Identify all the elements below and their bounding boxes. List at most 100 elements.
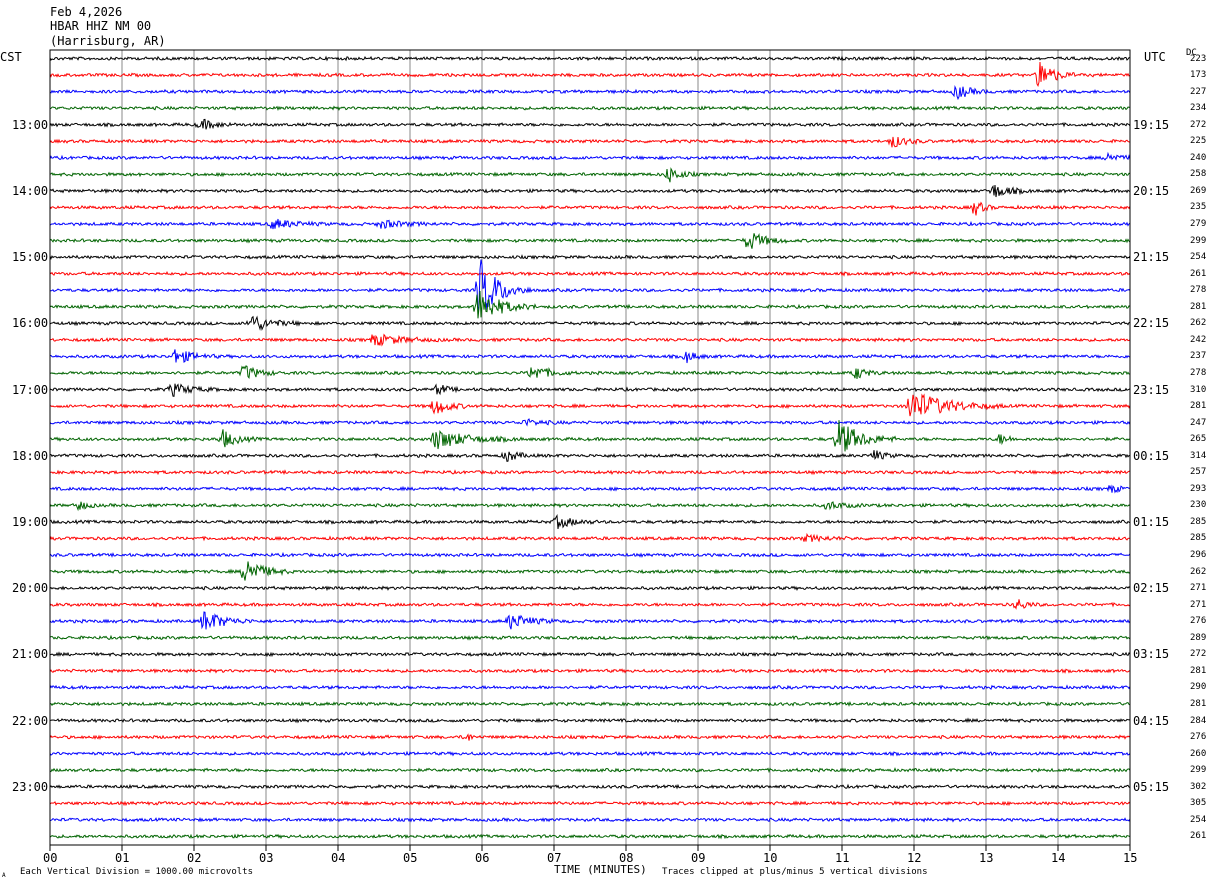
right-time-label: 20:15 <box>1133 183 1170 198</box>
trace-row-13 <box>49 270 1131 277</box>
right-time-label: 00:15 <box>1133 448 1170 463</box>
dc-offset-value: 269 <box>1190 185 1207 196</box>
x-tick-label: 10 <box>763 851 778 865</box>
x-tick-label: 03 <box>259 851 274 865</box>
dc-header-label: DC <box>1186 48 1197 58</box>
dc-offset-value: 225 <box>1190 136 1207 147</box>
plot-frame <box>49 49 1131 846</box>
left-time-label: 14:00 <box>12 183 49 198</box>
time-gridlines <box>49 50 1131 845</box>
scale-note: Each Vertical Division = 1000.00 microvo… <box>20 867 253 877</box>
dc-offset-value: 281 <box>1190 401 1207 412</box>
trace-row-10 <box>49 218 1131 230</box>
trace-row-47 <box>49 833 1131 840</box>
x-tick-label: 06 <box>475 851 490 865</box>
dc-offset-value: 305 <box>1190 798 1207 809</box>
dc-offset-value: 281 <box>1190 301 1207 312</box>
dc-offset-value: 278 <box>1190 285 1207 296</box>
x-tick-label: 04 <box>331 851 346 865</box>
dc-offset-value: 240 <box>1190 152 1207 163</box>
trace-row-18 <box>50 349 1131 364</box>
trace-row-32 <box>49 585 1131 592</box>
trace-row-21 <box>49 393 1131 417</box>
trace-row-20 <box>49 383 1131 397</box>
trace-row-9 <box>49 201 1131 216</box>
trace-row-30 <box>49 551 1131 558</box>
trace-row-35 <box>49 634 1131 641</box>
x-axis-title: TIME (MINUTES) <box>554 863 647 876</box>
right-timezone-label: UTC <box>1144 50 1166 64</box>
x-tick-label: 05 <box>403 851 418 865</box>
trace-row-24 <box>49 450 1131 463</box>
dc-offset-value: 237 <box>1190 351 1207 362</box>
trace-row-23 <box>49 420 1131 452</box>
x-tick-label: 07 <box>547 851 562 865</box>
trace-row-36 <box>49 651 1131 658</box>
dc-offset-value: 299 <box>1190 235 1207 246</box>
dc-offset-value: 265 <box>1190 434 1207 445</box>
trace-row-29 <box>49 532 1130 543</box>
dc-offset-value: 296 <box>1190 550 1207 560</box>
x-axis-ticks <box>49 845 1131 851</box>
trace-row-19 <box>49 365 1130 380</box>
trace-row-15 <box>49 290 1131 319</box>
trace-row-28 <box>49 513 1131 529</box>
dc-offset-value: 276 <box>1190 616 1207 627</box>
trace-row-8 <box>49 184 1131 198</box>
dc-offset-value: 235 <box>1190 202 1207 213</box>
dc-offset-value: 234 <box>1190 103 1207 114</box>
clip-note: Traces clipped at plus/minus 5 vertical … <box>662 867 928 877</box>
dc-offset-value: 257 <box>1190 467 1207 478</box>
dc-offset-value: 272 <box>1190 649 1207 660</box>
dc-offset-value: 173 <box>1190 70 1207 81</box>
trace-row-45 <box>49 800 1131 807</box>
trace-row-34 <box>49 611 1131 630</box>
dc-offset-value: 254 <box>1190 252 1207 263</box>
dc-offset-value: 302 <box>1190 781 1207 792</box>
dc-offset-value: 290 <box>1190 682 1207 693</box>
dc-offset-value: 260 <box>1190 748 1207 759</box>
left-time-label: 19:00 <box>12 514 49 529</box>
dc-offset-value: 314 <box>1190 450 1207 461</box>
dc-offset-value: 258 <box>1190 169 1207 180</box>
trace-row-44 <box>49 783 1131 790</box>
dc-offset-value: 262 <box>1190 566 1207 577</box>
dc-offset-value: 276 <box>1190 732 1207 743</box>
left-time-label: 16:00 <box>12 316 49 331</box>
dc-offset-value: 223 <box>1190 53 1207 64</box>
trace-row-1 <box>49 61 1131 87</box>
dc-offset-value: 247 <box>1190 417 1207 428</box>
left-time-label: 20:00 <box>12 581 49 596</box>
header-date: Feb 4,2026 <box>50 5 123 19</box>
trace-row-27 <box>49 501 1131 512</box>
right-time-label: 03:15 <box>1133 647 1170 662</box>
trace-row-17 <box>50 333 1131 347</box>
left-timezone-label: CST <box>0 50 22 64</box>
header-station: HBAR HHZ NM 00 <box>50 19 152 33</box>
right-time-label: 23:15 <box>1133 382 1170 397</box>
left-time-label: 17:00 <box>12 382 49 397</box>
seismic-traces <box>49 55 1131 840</box>
x-tick-label: 13 <box>979 851 994 865</box>
x-tick-label: 02 <box>187 851 202 865</box>
corner-mark: A <box>2 872 6 879</box>
trace-row-39 <box>49 700 1131 707</box>
dc-offset-value: 242 <box>1190 334 1207 345</box>
trace-row-4 <box>49 118 1131 130</box>
dc-offset-value: 261 <box>1190 268 1207 279</box>
left-time-label: 23:00 <box>12 779 49 794</box>
dc-offset-value: 230 <box>1190 500 1207 511</box>
dc-offset-value: 293 <box>1190 483 1207 494</box>
dc-offset-value: 310 <box>1190 384 1207 395</box>
trace-row-31 <box>49 561 1131 581</box>
left-time-label: 15:00 <box>12 250 49 265</box>
trace-row-37 <box>49 668 1131 674</box>
trace-row-12 <box>49 254 1131 261</box>
dc-offset-value: 289 <box>1190 632 1207 643</box>
dc-offset-value: 271 <box>1190 599 1207 610</box>
right-time-label: 22:15 <box>1133 316 1170 331</box>
trace-row-5 <box>49 136 1131 148</box>
dc-offset-value: 261 <box>1190 831 1207 842</box>
trace-row-46 <box>49 816 1131 823</box>
trace-row-3 <box>49 105 1130 112</box>
